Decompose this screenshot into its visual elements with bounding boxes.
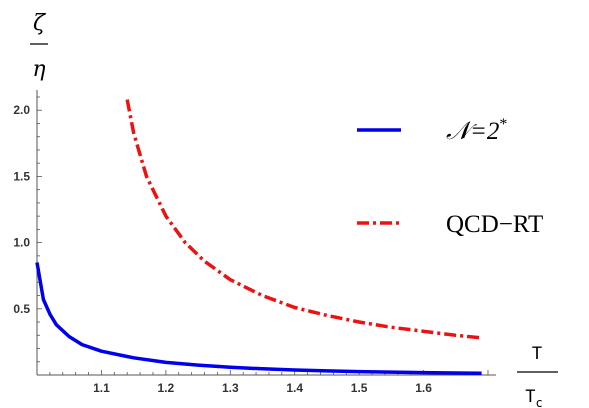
y-tick-label: 0.5 bbox=[13, 302, 30, 316]
y-axis-label-denominator: η bbox=[32, 57, 45, 82]
x-tick-label: 1.5 bbox=[351, 381, 368, 395]
y-axis-label: ζ η bbox=[30, 11, 48, 82]
x-tick-label: 1.3 bbox=[222, 381, 239, 395]
legend: 𝒩=2* QCD−RT bbox=[357, 116, 543, 238]
series-line-n2 bbox=[35, 262, 482, 376]
legend-label-n2: 𝒩=2* bbox=[446, 116, 507, 145]
x-axis-label-numerator: T bbox=[532, 344, 542, 364]
y-tick-label: 2.0 bbox=[13, 103, 30, 117]
x-axis-label: T Tc bbox=[517, 344, 558, 408]
series-line-qcd-rt bbox=[125, 99, 482, 340]
legend-entry-n2: 𝒩=2* bbox=[357, 116, 507, 145]
x-tick-label: 1.4 bbox=[286, 381, 303, 395]
curves bbox=[35, 99, 482, 376]
x-tick-label: 1.1 bbox=[93, 381, 110, 395]
legend-label-qcd-rt: QCD−RT bbox=[446, 211, 543, 238]
y-tick-label: 1.0 bbox=[13, 236, 30, 250]
y-axis-label-numerator: ζ bbox=[33, 11, 47, 36]
legend-entry-qcd-rt: QCD−RT bbox=[357, 211, 543, 238]
x-tick-label: 1.2 bbox=[158, 381, 175, 395]
axes: 1.1 1.2 1.3 1.4 1.5 1.6 0.5 1.0 1.5 2.0 bbox=[13, 90, 496, 395]
x-tick-label: 1.6 bbox=[415, 381, 432, 395]
y-tick-label: 1.5 bbox=[13, 169, 30, 183]
x-axis-label-denominator: Tc bbox=[525, 387, 542, 408]
